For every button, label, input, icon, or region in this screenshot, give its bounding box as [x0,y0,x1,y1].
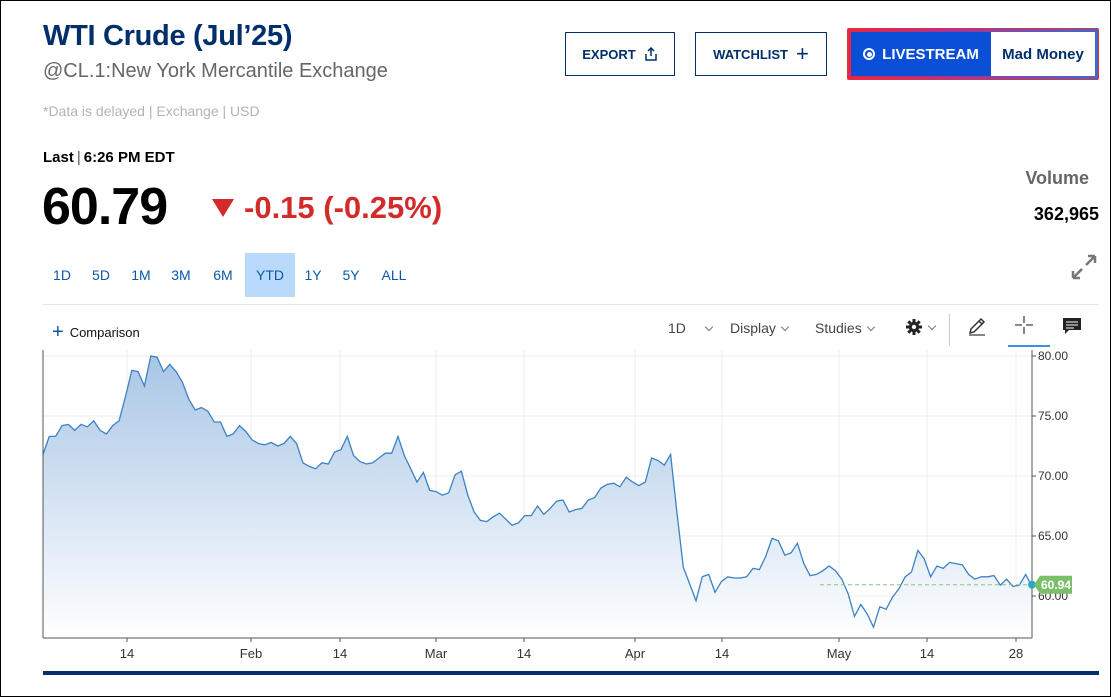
x-tick-label: Apr [625,646,646,661]
range-1y[interactable]: 1Y [304,267,322,283]
x-tick-label: 28 [1009,646,1023,661]
price-change: -0.15 (-0.25%) [212,190,442,226]
y-tick-label: 70.00 [1038,469,1068,483]
chevron-down-icon [927,321,937,330]
watchlist-label: WATCHLIST [713,46,788,62]
export-button[interactable]: EXPORT [565,32,675,76]
range-all[interactable]: ALL [381,267,407,283]
display-dropdown[interactable]: Display [730,320,790,336]
bottom-accent-bar [43,671,1099,675]
show-link[interactable]: Mad Money [1002,45,1084,63]
range-ytd[interactable]: YTD [245,253,295,297]
last-label: Last [43,149,74,166]
last-value-dot [1028,580,1036,589]
toolbar-separator [949,314,950,346]
share-icon [644,47,657,61]
interval-dropdown[interactable]: 1D [668,320,714,336]
down-arrow-icon [212,199,234,217]
volume-label: Volume [1025,168,1089,188]
expand-icon[interactable] [1070,253,1098,281]
x-tick-label: Mar [425,646,448,661]
last-trade-time: Last | 6:26 PM EDT [43,149,175,166]
comparison-label: Comparison [69,324,140,340]
studies-label: Studies [815,320,862,336]
range-5y[interactable]: 5Y [342,267,360,283]
range-6m[interactable]: 6M [213,267,233,283]
change-value: -0.15 (-0.25%) [244,190,443,225]
plus-icon: + [52,321,64,343]
range-1d[interactable]: 1D [53,267,71,283]
live-icon [863,48,876,60]
export-label: EXPORT [582,46,636,62]
studies-dropdown[interactable]: Studies [815,320,875,336]
volume-value: 362,965 [1033,204,1099,224]
x-tick-label: 14 [517,646,531,661]
x-tick-label: 14 [333,646,347,661]
chevron-down-icon [704,322,714,331]
x-tick-label: 14 [715,646,729,661]
chevron-down-icon [866,322,875,331]
y-tick-label: 80.00 [1038,350,1068,363]
watchlist-button[interactable]: WATCHLIST + [695,32,827,76]
gear-icon [906,319,922,335]
interval-label: 1D [668,320,686,336]
display-label: Display [730,320,776,336]
livestream-label: LIVESTREAM [882,45,979,63]
crosshair-icon[interactable] [1014,315,1034,335]
x-tick-label: May [827,646,852,661]
page-title: WTI Crude (Jul’25) [43,20,293,52]
chevron-down-icon [780,322,790,331]
livestream-panel: LIVESTREAM Mad Money [847,28,1099,80]
last-time: 6:26 PM EDT [83,149,175,166]
y-tick-label: 65.00 [1038,529,1068,543]
x-tick-label: 14 [920,646,934,661]
settings-dropdown[interactable] [905,318,937,336]
comparison-button[interactable]: + Comparison [52,322,140,342]
range-selector: 1D 5D 1M 3M 6M YTD 1Y 5Y ALL [43,253,417,297]
plus-icon: + [796,41,809,66]
x-tick-label: 14 [120,646,134,661]
pencil-icon[interactable] [966,315,988,337]
x-tick-label: Feb [240,646,262,661]
exchange-subtitle: @CL.1:New York Mercantile Exchange [43,60,388,82]
last-value-badge [1034,575,1072,594]
range-5d[interactable]: 5D [92,267,110,283]
comment-icon[interactable] [1061,316,1083,336]
y-tick-label: 75.00 [1038,409,1068,423]
price-line [42,355,1033,629]
range-1m[interactable]: 1M [131,267,151,283]
delayed-note: *Data is delayed | Exchange | USD [43,103,260,119]
toolbar-divider [43,304,1099,305]
range-3m[interactable]: 3M [171,267,191,283]
price-area [43,356,1032,638]
last-value-label: 60.94 [1041,578,1071,592]
crosshair-active-indicator [1008,345,1050,347]
last-price: 60.79 [42,178,168,236]
livestream-button[interactable]: LIVESTREAM [851,32,991,76]
